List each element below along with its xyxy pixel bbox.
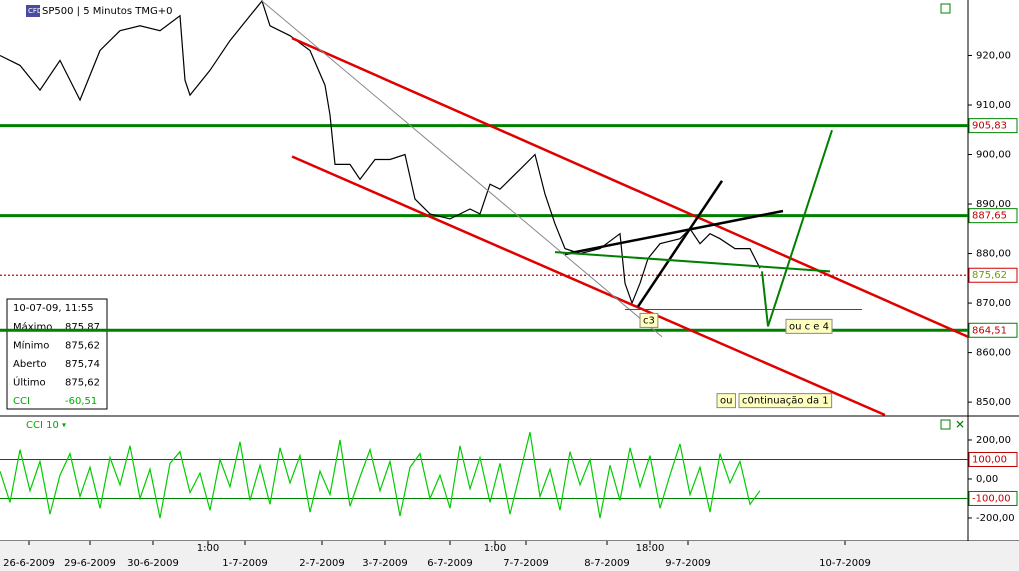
info-value: 875,62	[65, 378, 100, 389]
maximize-button[interactable]	[940, 3, 951, 14]
y-tick-label: 890,00	[976, 199, 1011, 210]
annotation: c3	[643, 315, 655, 326]
x-tick-label: 9-7-2009	[665, 558, 710, 569]
price-box	[968, 451, 1018, 467]
price-box	[968, 267, 1018, 283]
y-tick-label: 200,00	[976, 435, 1011, 446]
info-value: -60,51	[65, 396, 97, 407]
y-tick-label: 900,00	[976, 150, 1011, 161]
annotation: ou c e 4	[789, 321, 829, 332]
info-value: 875,74	[65, 359, 100, 370]
date-axis	[0, 541, 1019, 571]
x-tick-label: 1:00	[484, 543, 506, 554]
y-tick-label: 860,00	[976, 348, 1011, 359]
trendline	[554, 251, 831, 273]
y-tick-label: -200,00	[976, 513, 1015, 524]
info-label: Mínimo	[13, 340, 49, 352]
info-title: 10-07-09, 11:55	[13, 303, 94, 314]
price-label: -100,00	[972, 493, 1011, 504]
price-label: 864,51	[972, 325, 1007, 336]
trendline	[291, 155, 886, 417]
trendline	[761, 129, 833, 327]
annotation: ou	[720, 396, 732, 407]
price-box	[968, 490, 1018, 506]
annotation-box	[639, 312, 659, 328]
x-tick-label: 29-6-2009	[64, 558, 116, 569]
badge-bg	[26, 5, 40, 17]
series-line	[0, 432, 761, 519]
trendline	[564, 209, 784, 256]
y-tick-label: 880,00	[976, 249, 1011, 260]
x-tick-label: 1:00	[197, 543, 219, 554]
annotation-box	[738, 393, 833, 409]
annotation: c0ntinuação da 1	[742, 396, 829, 407]
x-tick-label: 8-7-2009	[584, 558, 629, 569]
indicator-title: CCI 10	[26, 420, 59, 431]
x-tick-label: 18:00	[636, 543, 665, 554]
annotation-box	[785, 318, 833, 334]
info-label: Último	[13, 376, 46, 389]
x-tick-label: 3-7-2009	[362, 558, 407, 569]
maximize-button[interactable]	[940, 419, 951, 430]
x-tick-label: 7-7-2009	[503, 558, 548, 569]
annotation-box	[716, 393, 736, 409]
info-value: 875,62	[65, 341, 100, 352]
badge: CFD	[28, 7, 42, 15]
price-box	[968, 208, 1018, 224]
info-box-frame	[6, 298, 108, 410]
price-label: 887,65	[972, 211, 1007, 222]
trendline	[636, 180, 724, 308]
indicator-menu[interactable]: ▾	[62, 421, 66, 430]
x-tick-label: 26-6-2009	[3, 558, 55, 569]
price-label: 100,00	[972, 454, 1007, 465]
price-label: 875,62	[972, 270, 1007, 281]
trendline	[291, 36, 969, 338]
y-tick-label: 920,00	[976, 50, 1011, 61]
y-tick-label: 870,00	[976, 298, 1011, 309]
close-button[interactable]: ✕	[955, 418, 965, 432]
x-tick-label: 30-6-2009	[127, 558, 179, 569]
y-tick-label: 910,00	[976, 100, 1011, 111]
y-tick-label: 0,00	[976, 474, 998, 485]
chart-title: SP500 | 5 Minutos TMG+0	[42, 6, 172, 17]
info-value: 875,87	[65, 322, 100, 333]
price-box	[968, 322, 1018, 338]
x-tick-label: 2-7-2009	[299, 558, 344, 569]
info-label: Aberto	[13, 359, 47, 370]
x-tick-label: 1-7-2009	[222, 558, 267, 569]
y-tick-label: 850,00	[976, 397, 1011, 408]
info-label: CCI	[13, 396, 30, 407]
price-box	[968, 118, 1018, 134]
price-label: 905,83	[972, 121, 1007, 132]
trendline	[261, 0, 663, 338]
x-tick-label: 10-7-2009	[819, 558, 871, 569]
x-tick-label: 6-7-2009	[427, 558, 472, 569]
